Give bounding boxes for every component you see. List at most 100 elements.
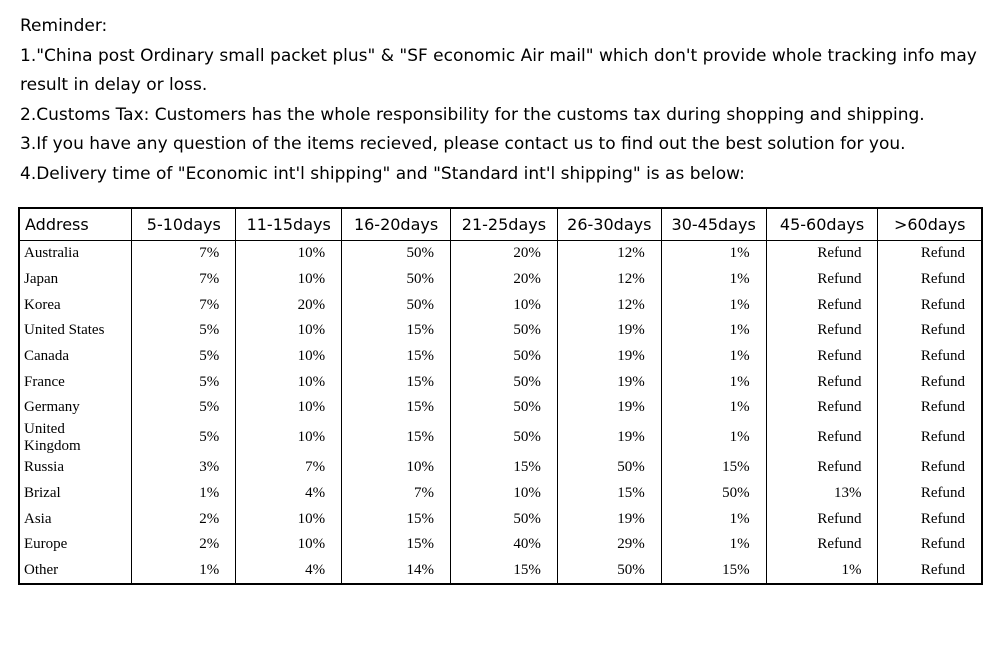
table-cell: Refund — [877, 531, 982, 558]
table-row: United States 5% 10% 15% 50% 19% 1% Refund Refun… — [19, 318, 982, 344]
table-cell: 10% — [235, 420, 342, 455]
table-cell: 10% — [235, 369, 342, 396]
table-cell: Refund — [765, 369, 878, 396]
table-cell: Refund — [877, 369, 982, 396]
table-cell: 15% — [450, 557, 558, 585]
table-cell: Refund — [765, 343, 878, 370]
table-cell: 50% — [341, 240, 451, 267]
table-cell: 15% — [660, 454, 767, 481]
table-cell: 15% — [341, 318, 451, 344]
table-cell: 50% — [450, 369, 558, 396]
table-cell: 1% — [765, 557, 878, 585]
table-cell: 1% — [660, 343, 767, 370]
table-cell: 15% — [341, 369, 451, 396]
table-cell: Refund — [765, 420, 878, 455]
table-cell: Refund — [877, 506, 982, 532]
table-cell: 1% — [131, 480, 236, 507]
table-cell: 10% — [235, 506, 342, 532]
table-cell: 20% — [450, 240, 558, 267]
header-cell: 5-10days — [131, 207, 237, 241]
table-body: Australia 7% 10% 50% 20% 12% 1% Refund Refund Jap… — [19, 240, 982, 585]
country-cell: Europe — [24, 536, 68, 553]
table-row: Other 1% 4% 14% 15% 50% 15% 1% Refund — [19, 557, 982, 585]
table-cell: 10% — [235, 343, 342, 370]
reminder-line: 4.Delivery time of "Economic int'l shipp… — [20, 163, 745, 184]
table-row: Korea 7% 20% 50% 10% 12% 1% Refund Refund — [19, 292, 982, 319]
table-cell: 15% — [341, 420, 451, 455]
table-cell: Refund — [765, 240, 878, 267]
table-cell: 1% — [131, 557, 236, 585]
table-header: Address 5-10days 11-15days 16-20days 21-25da… — [19, 207, 983, 241]
table-cell: Refund — [877, 454, 982, 481]
table-cell: 10% — [235, 318, 342, 344]
table-cell: 7% — [131, 266, 236, 293]
table-cell: 10% — [450, 480, 558, 507]
table-cell: 1% — [660, 318, 767, 344]
table-cell: 3% — [131, 454, 236, 481]
table-cell: 19% — [556, 343, 662, 370]
table-cell: 10% — [235, 395, 342, 421]
table-cell: 2% — [131, 506, 236, 532]
table-cell: 15% — [556, 480, 662, 507]
table-cell: Refund — [765, 292, 878, 319]
table-cell: 15% — [341, 395, 451, 421]
table-cell: Refund — [877, 343, 982, 370]
table-row: United Kingdom 5% 10% 15% 50% 19% 1% Refund Refu… — [19, 420, 982, 455]
header-row: Address 5-10days 11-15days 16-20days 21-25da… — [19, 207, 983, 241]
table-cell: 50% — [341, 266, 451, 293]
table-cell: 50% — [450, 395, 558, 421]
table-cell: 50% — [341, 292, 451, 319]
table-cell: 19% — [556, 369, 662, 396]
table-cell: 10% — [235, 531, 342, 558]
table-cell: 1% — [660, 292, 767, 319]
reminder-line: 2.Customs Tax: Customers has the whole r… — [20, 104, 925, 125]
table-cell: Refund — [877, 480, 982, 507]
country-cell: Japan — [24, 271, 59, 288]
table-row: Europe 2% 10% 15% 40% 29% 1% Refund Refund — [19, 531, 982, 558]
table-cell: 2% — [131, 531, 236, 558]
header-cell: 30-45days — [660, 207, 767, 241]
table-row: Japan 7% 10% 50% 20% 12% 1% Refund Refund — [19, 266, 982, 293]
table-cell: 1% — [660, 369, 767, 396]
country-cell: Australia — [24, 245, 79, 262]
table-cell: 1% — [660, 240, 767, 267]
table-cell: 10% — [235, 240, 342, 267]
table-cell: Refund — [877, 240, 982, 267]
table-cell: 1% — [660, 420, 767, 455]
table-cell: 1% — [660, 531, 767, 558]
table-cell: 12% — [556, 266, 662, 293]
table-cell: Refund — [877, 318, 982, 344]
table-row: Russia 3% 7% 10% 15% 50% 15% Refund Refund — [19, 454, 982, 481]
table-cell: 15% — [341, 531, 451, 558]
table-cell: 7% — [341, 480, 451, 507]
table-row: Germany 5% 10% 15% 50% 19% 1% Refund Refund — [19, 395, 982, 421]
table-cell: 1% — [660, 395, 767, 421]
table-cell: 4% — [235, 480, 342, 507]
table-cell: Refund — [765, 454, 878, 481]
table-cell: 50% — [450, 506, 558, 532]
table-cell: 19% — [556, 395, 662, 421]
table-cell: 15% — [660, 557, 767, 585]
table-cell: 19% — [556, 318, 662, 344]
table-row: Australia 7% 10% 50% 20% 12% 1% Refund Refund — [19, 240, 982, 267]
country-cell: Germany — [24, 399, 80, 416]
country-cell: United Kingdom — [24, 420, 81, 454]
table-cell: 50% — [660, 480, 767, 507]
table-cell: 19% — [556, 506, 662, 532]
table-cell: Refund — [877, 557, 982, 585]
table-cell: 15% — [341, 506, 451, 532]
country-cell: Brizal — [24, 484, 61, 501]
table-row: Asia 2% 10% 15% 50% 19% 1% Refund Refund — [19, 506, 982, 532]
table-cell: 15% — [341, 343, 451, 370]
reminder: Reminder: 1."China post Ordinary small p… — [20, 12, 995, 189]
table-cell: 5% — [131, 369, 236, 396]
country-cell: Canada — [24, 348, 69, 365]
header-cell: 45-60days — [765, 207, 879, 241]
table-cell: Refund — [877, 292, 982, 319]
table-cell: 7% — [235, 454, 342, 481]
table-row: France 5% 10% 15% 50% 19% 1% Refund Refund — [19, 369, 982, 396]
table-cell: 50% — [450, 343, 558, 370]
table-cell: 1% — [660, 266, 767, 293]
header-cell: 16-20days — [341, 207, 451, 241]
